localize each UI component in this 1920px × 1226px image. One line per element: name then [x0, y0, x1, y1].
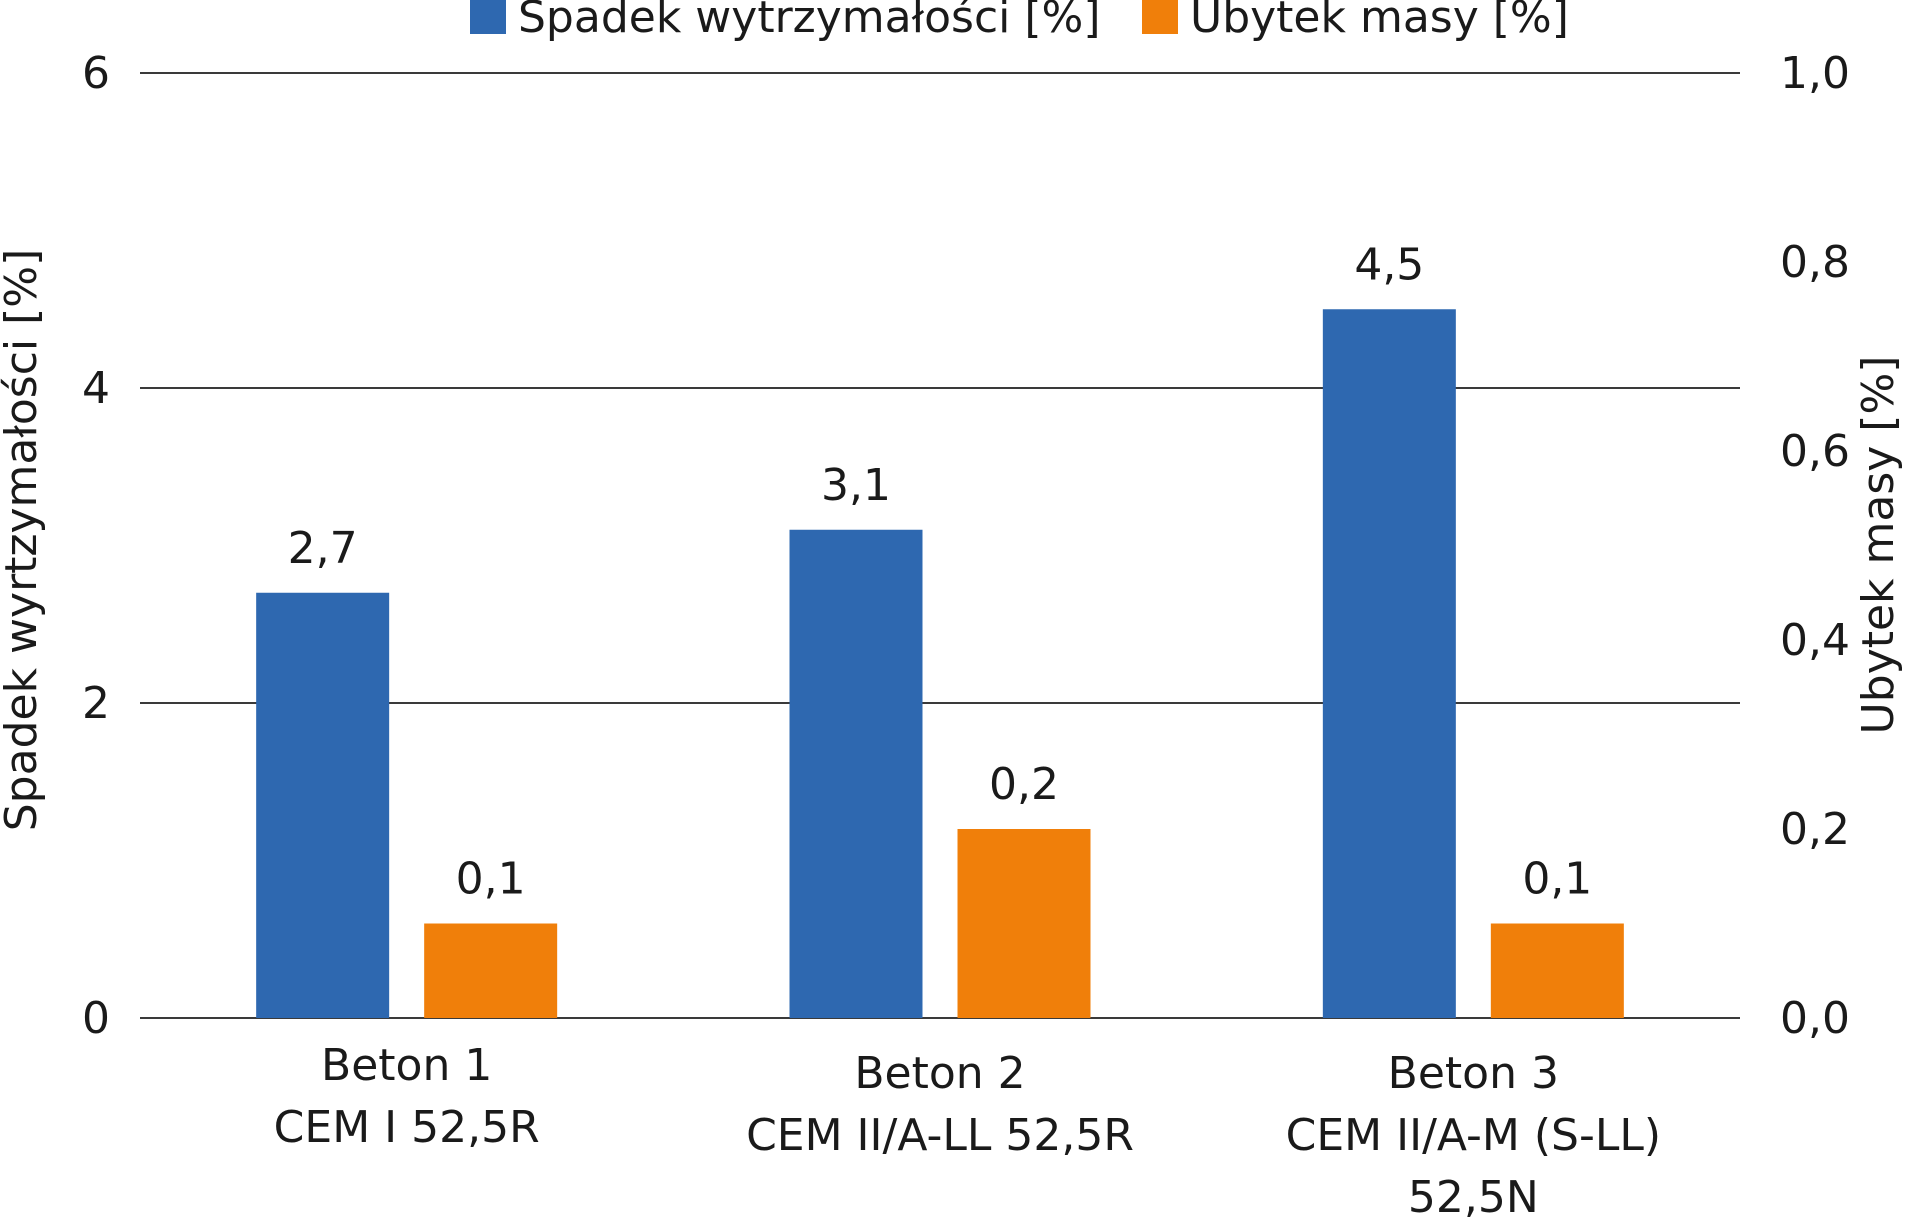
legend: Spadek wytrzymałości [%] Ubytek masy [%]	[470, 0, 1569, 43]
data-label: 0,1	[456, 854, 526, 905]
right-y-axis: 0,0 0,2 0,4 0,6 0,8 1,0	[1780, 48, 1850, 1044]
category-label: CEM II/A-M (S-LL)	[1286, 1110, 1661, 1161]
category-label: CEM I 52,5R	[274, 1102, 540, 1153]
right-axis-title: Ubytek masy [%]	[1853, 356, 1904, 735]
right-tick-label: 0,4	[1780, 615, 1850, 666]
legend-label: Ubytek masy [%]	[1190, 0, 1569, 43]
legend-label: Spadek wytrzymałości [%]	[518, 0, 1101, 43]
legend-swatch	[1142, 0, 1178, 34]
data-label: 0,2	[989, 759, 1059, 810]
data-label: 4,5	[1354, 239, 1424, 290]
bar-strength-2	[789, 529, 923, 1018]
category-label: Beton 1	[321, 1040, 492, 1091]
data-label: 0,1	[1522, 854, 1592, 905]
left-tick-label: 6	[82, 48, 110, 99]
data-label: 3,1	[821, 460, 891, 511]
bar-strength-1	[256, 592, 390, 1018]
left-tick-label: 4	[82, 363, 110, 414]
data-labels: 2,7 0,1 3,1 0,2 4,5 0,1	[288, 239, 1593, 904]
category-label: Beton 2	[854, 1048, 1025, 1099]
category-label: 52,5N	[1408, 1172, 1539, 1223]
legend-swatch	[470, 0, 506, 34]
data-label: 2,7	[288, 523, 358, 574]
bar-mass-1	[424, 923, 558, 1018]
left-y-axis: 0 2 4 6	[82, 48, 110, 1044]
right-tick-label: 1,0	[1780, 48, 1850, 99]
x-axis-categories: Beton 1 CEM I 52,5R Beton 2 CEM II/A-LL 52,…	[274, 1040, 1661, 1223]
right-tick-label: 0,6	[1780, 426, 1850, 477]
right-tick-label: 0,0	[1780, 993, 1850, 1044]
category-label: Beton 3	[1388, 1048, 1559, 1099]
category-label: CEM II/A-LL 52,5R	[746, 1110, 1134, 1161]
right-tick-label: 0,2	[1780, 804, 1850, 855]
bar-strength-3	[1322, 309, 1456, 1018]
right-tick-label: 0,8	[1780, 237, 1850, 288]
bar-mass-2	[957, 829, 1091, 1018]
left-tick-label: 2	[82, 678, 110, 729]
gridlines	[140, 72, 1740, 1019]
left-axis-title: Spadek wyrtzymałości [%]	[0, 249, 47, 832]
bar-mass-3	[1490, 923, 1624, 1018]
left-tick-label: 0	[82, 993, 110, 1044]
bars	[256, 309, 1624, 1018]
